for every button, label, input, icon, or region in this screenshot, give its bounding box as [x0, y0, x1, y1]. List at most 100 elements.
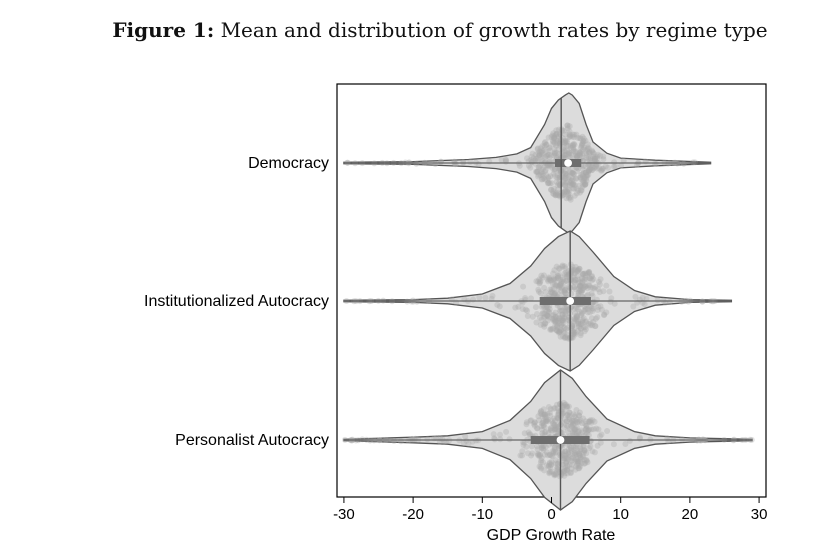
data-point [577, 320, 584, 327]
data-point [536, 279, 543, 286]
data-point [559, 311, 566, 318]
data-point [574, 461, 581, 468]
data-point [548, 459, 555, 465]
data-point [560, 328, 567, 335]
data-point [566, 169, 573, 176]
data-point [537, 459, 544, 466]
data-point [579, 270, 586, 277]
data-point [554, 466, 561, 473]
data-point [575, 458, 582, 465]
data-point [549, 448, 556, 455]
data-point [562, 470, 568, 477]
data-point [583, 425, 590, 432]
data-point [577, 444, 584, 450]
data-point [539, 148, 546, 155]
data-point [554, 324, 561, 331]
data-point [563, 271, 570, 278]
data-point [578, 171, 585, 178]
data-point [565, 174, 572, 181]
data-point [548, 186, 554, 193]
data-point [538, 169, 545, 175]
data-point [520, 442, 527, 448]
data-point [547, 286, 554, 293]
data-point [588, 290, 595, 297]
data-point [577, 282, 584, 289]
data-point [573, 304, 580, 311]
data-point [580, 282, 587, 289]
data-point [541, 146, 548, 153]
data-point [570, 331, 577, 338]
data-point [531, 419, 538, 426]
data-point [560, 456, 567, 463]
data-point [607, 298, 614, 305]
data-point [551, 445, 558, 452]
data-point [545, 274, 552, 281]
data-point [545, 179, 552, 186]
data-point [560, 462, 567, 468]
data-point [544, 418, 551, 425]
data-point [544, 312, 551, 319]
data-point [558, 278, 565, 285]
data-point [555, 271, 562, 278]
data-point [562, 151, 569, 158]
data-point [535, 286, 542, 293]
data-point [551, 317, 558, 323]
data-point [571, 420, 578, 427]
data-point [542, 320, 549, 327]
data-point [571, 141, 578, 148]
data-point [579, 171, 586, 178]
data-point [592, 300, 599, 307]
data-point [538, 408, 545, 414]
data-point [639, 294, 646, 301]
data-point [547, 451, 554, 458]
data-point [413, 160, 420, 167]
data-point [516, 162, 523, 169]
data-point [543, 418, 550, 425]
data-point [566, 442, 573, 449]
data-point [596, 281, 603, 288]
data-point [539, 420, 546, 427]
data-point [546, 309, 553, 316]
data-point [544, 162, 551, 169]
category-label: Personalist Autocracy [175, 432, 329, 449]
data-point [583, 154, 590, 161]
data-point [641, 301, 648, 308]
data-point [595, 426, 602, 433]
violin-1 [343, 92, 712, 234]
data-point [566, 178, 572, 185]
data-point [577, 283, 584, 290]
data-point [580, 443, 587, 450]
data-point [522, 306, 529, 313]
data-point [541, 310, 548, 317]
x-axis: -30 -20 -10 0 10 20 30 [333, 497, 767, 523]
data-point [567, 180, 574, 186]
data-point [595, 151, 602, 158]
data-point [538, 455, 545, 461]
data-point [547, 464, 554, 471]
data-point [591, 156, 598, 162]
data-point [535, 413, 542, 420]
data-point [578, 187, 585, 194]
data-point [550, 138, 557, 145]
data-point [562, 305, 569, 312]
x-tick-label: -10 [471, 506, 493, 523]
data-point [552, 173, 558, 179]
data-point [592, 154, 599, 161]
data-point [564, 332, 571, 338]
data-point [550, 170, 557, 177]
data-point [574, 154, 581, 160]
data-point [539, 310, 546, 316]
data-point [552, 165, 558, 172]
data-point [573, 463, 580, 470]
data-point [579, 179, 586, 185]
data-point [536, 453, 543, 460]
data-point [585, 270, 592, 276]
data-point [561, 314, 568, 321]
data-point [548, 427, 555, 434]
data-point [574, 316, 581, 323]
data-point [582, 305, 589, 312]
data-point [525, 162, 532, 169]
data-point [524, 307, 531, 314]
data-point [558, 284, 565, 291]
data-point [584, 430, 590, 437]
